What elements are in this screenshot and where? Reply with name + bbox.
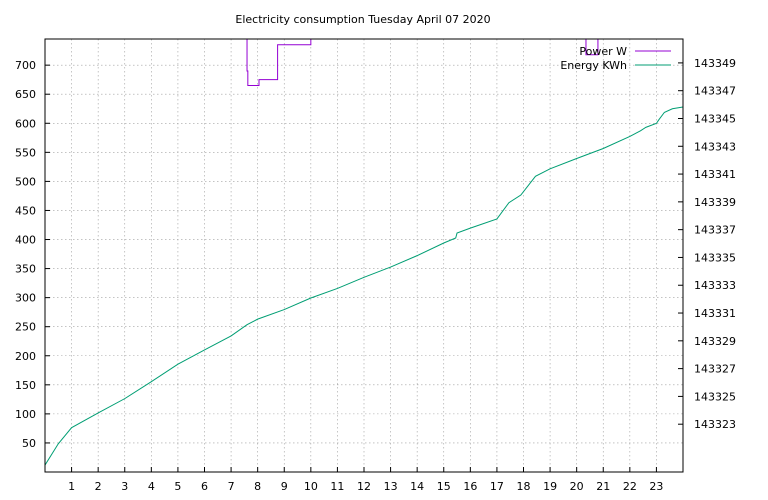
y2-tick-label: 143339 [694, 196, 736, 209]
y-tick-label: 150 [15, 379, 36, 392]
y-tick-label: 200 [15, 350, 36, 363]
series-line-energy [45, 106, 683, 466]
y-tick-label: 100 [15, 408, 36, 421]
y-tick-label: 300 [15, 292, 36, 305]
legend-label: Power W [579, 45, 627, 58]
y2-tick-label: 143343 [694, 140, 736, 153]
y2-tick-label: 143333 [694, 279, 736, 292]
x-tick-label: 2 [95, 480, 102, 493]
y2-axis: 143323 143325 143327 143329 143331 143333 1433… [678, 57, 736, 431]
x-tick-label: 20 [570, 480, 584, 493]
y2-tick-label: 143329 [694, 335, 736, 348]
y2-tick-label: 143327 [694, 363, 736, 376]
y2-tick-label: 143323 [694, 418, 736, 431]
y-tick-label: 650 [15, 88, 36, 101]
y2-tick-label: 143331 [694, 307, 736, 320]
x-tick-label: 15 [437, 480, 451, 493]
y2-tick-label: 143335 [694, 251, 736, 264]
x-tick-label: 4 [148, 480, 155, 493]
y-tick-label: 450 [15, 204, 36, 217]
series-line-power [246, 39, 599, 86]
x-tick-label: 16 [463, 480, 477, 493]
x-tick-label: 13 [384, 480, 398, 493]
x-tick-label: 1 [68, 480, 75, 493]
x-tick-label: 10 [304, 480, 318, 493]
y2-tick-label: 143349 [694, 57, 736, 70]
y-axis: 50 100 150 200 250 300 350 400 450 500 550 600 650 70… [15, 59, 50, 450]
y-tick-label: 500 [15, 175, 36, 188]
y-tick-label: 400 [15, 234, 36, 247]
x-tick-label: 21 [596, 480, 610, 493]
y-tick-label: 50 [22, 437, 36, 450]
y-tick-label: 350 [15, 263, 36, 276]
x-tick-label: 22 [623, 480, 637, 493]
x-axis: 1 2 3 4 5 6 7 8 9 10 11 12 13 14 15 16 17 18 19 20 21 22 23 [68, 467, 663, 493]
y2-tick-label: 143325 [694, 390, 736, 403]
x-tick-label: 14 [410, 480, 424, 493]
chart-title: Electricity consumption Tuesday April 07… [235, 13, 490, 26]
plot-frame [44, 38, 684, 473]
x-tick-label: 12 [357, 480, 371, 493]
y-tick-label: 700 [15, 59, 36, 72]
x-tick-label: 17 [490, 480, 504, 493]
x-tick-label: 6 [201, 480, 208, 493]
y2-tick-label: 143345 [694, 112, 736, 125]
x-tick-label: 11 [330, 480, 344, 493]
legend-label: Energy KWh [560, 59, 627, 72]
x-tick-label: 9 [281, 480, 288, 493]
y2-tick-label: 143347 [694, 85, 736, 98]
x-tick-label: 19 [543, 480, 557, 493]
x-tick-label: 7 [228, 480, 235, 493]
y-tick-label: 550 [15, 146, 36, 159]
x-tick-label: 23 [649, 480, 663, 493]
x-tick-label: 18 [517, 480, 531, 493]
grid [45, 39, 683, 472]
x-tick-label: 3 [121, 480, 128, 493]
y2-tick-label: 143337 [694, 224, 736, 237]
y-tick-label: 250 [15, 321, 36, 334]
y-tick-label: 600 [15, 117, 36, 130]
x-tick-label: 5 [174, 480, 181, 493]
y2-tick-label: 143341 [694, 168, 736, 181]
plot-area [45, 39, 683, 466]
x-tick-label: 8 [254, 480, 261, 493]
